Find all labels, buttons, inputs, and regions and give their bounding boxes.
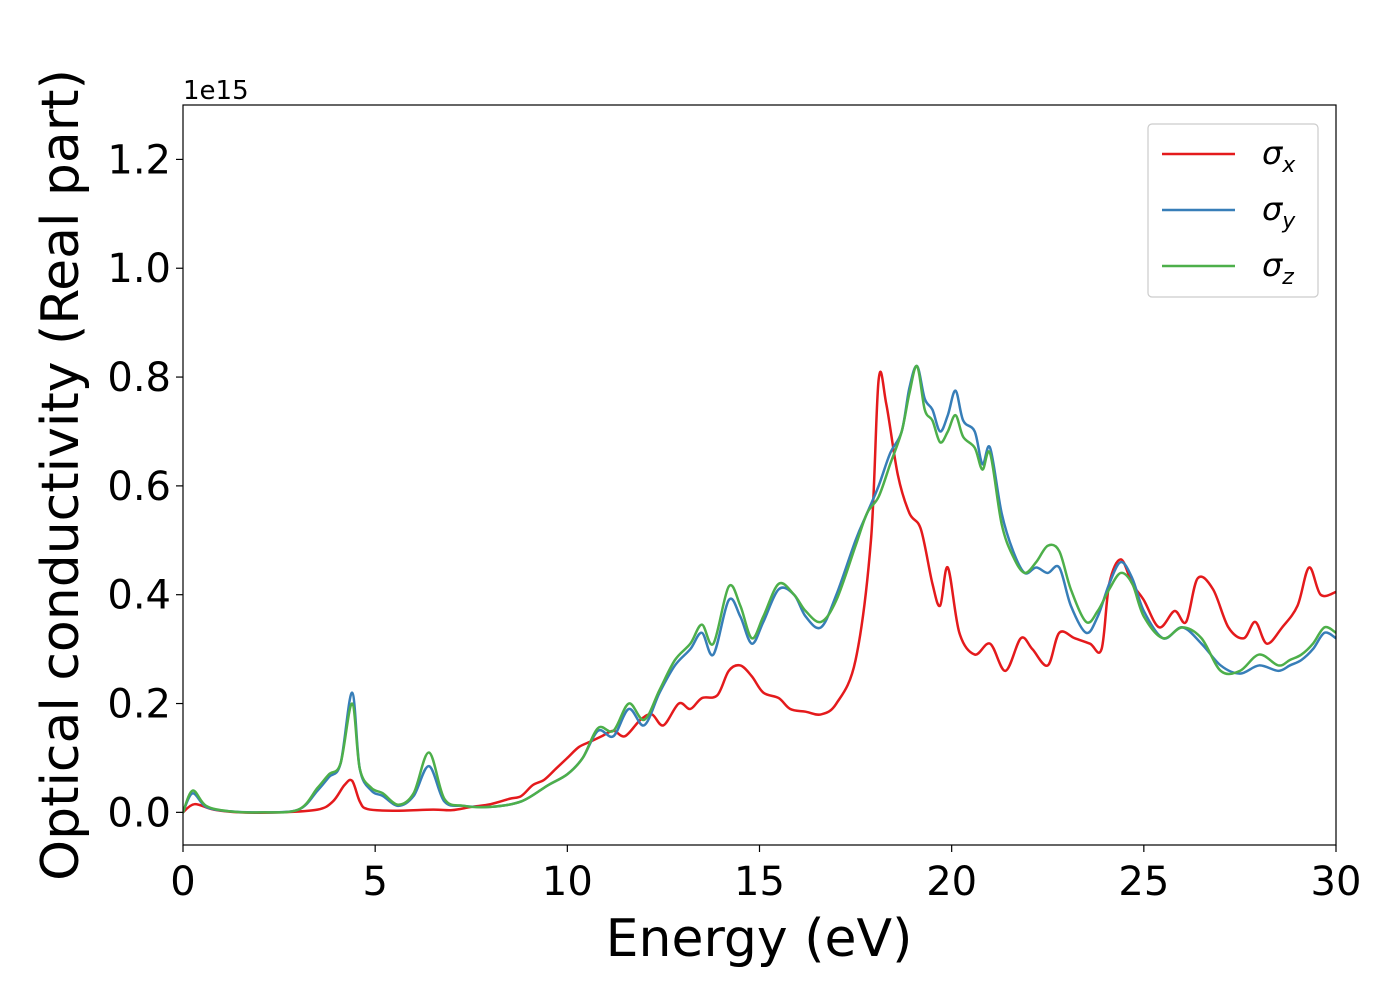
x-tick-label: 15: [734, 859, 785, 905]
series-line-x: [183, 370, 1336, 814]
legend-label-y: σy: [1262, 190, 1296, 234]
legend-subscript: x: [1281, 153, 1296, 178]
legend-subscript: y: [1281, 209, 1296, 234]
y-tick-label: 1.2: [107, 137, 171, 183]
y-tick-label: 0.6: [107, 464, 171, 510]
y-offset-label: 1e15: [183, 76, 249, 106]
y-tick-label: 0.8: [107, 355, 171, 401]
y-tick-label: 1.0: [107, 246, 171, 292]
x-tick-label: 5: [362, 859, 387, 905]
legend-label-z: σz: [1262, 246, 1294, 290]
x-tick-label: 20: [926, 859, 977, 905]
x-tick-label: 10: [542, 859, 593, 905]
y-tick-label: 0.4: [107, 573, 171, 619]
legend-subscript: z: [1281, 265, 1294, 290]
y-axis-label: Optical conductivity (Real part): [31, 69, 91, 881]
x-tick-label: 25: [1118, 859, 1169, 905]
legend-symbol: σ: [1262, 134, 1284, 172]
y-axis: 0.0 0.2 0.4 0.6 0.8 1.0 1.2: [107, 137, 183, 836]
series-layer: [183, 364, 1336, 814]
legend-label-x: σx: [1262, 134, 1296, 178]
y-tick-label: 0.0: [107, 790, 171, 836]
y-tick-label: 0.2: [107, 682, 171, 728]
x-axis-label: Energy (eV): [606, 909, 913, 969]
x-axis: 0 5 10 15 20 25 30: [170, 845, 1361, 905]
legend-symbol: σ: [1262, 246, 1284, 284]
series-line-z: [183, 364, 1336, 814]
x-tick-label: 0: [170, 859, 195, 905]
x-tick-label: 30: [1311, 859, 1362, 905]
legend-symbol: σ: [1262, 190, 1284, 228]
